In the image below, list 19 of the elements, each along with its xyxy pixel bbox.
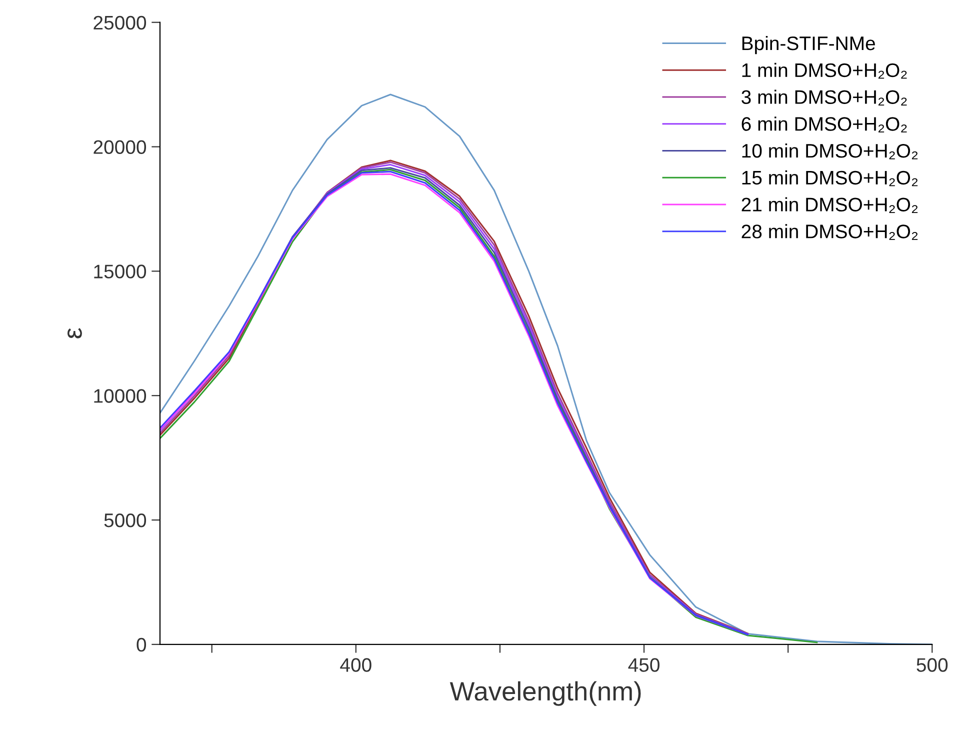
y-tick-label: 15000 xyxy=(94,264,146,278)
x-tick-label: 400 xyxy=(340,658,372,672)
y-tick-label: 25000 xyxy=(94,16,146,30)
legend-label: 28 min DMSO+H₂O₂ xyxy=(742,224,918,240)
x-tick-label: 500 xyxy=(916,658,948,672)
legend-label: 10 min DMSO+H₂O₂ xyxy=(742,143,918,160)
y-tick-label: 0 xyxy=(136,638,146,652)
y-tick-label: 5000 xyxy=(104,513,146,528)
x-axis-title: Wavelength(nm) xyxy=(450,681,641,706)
legend-label: 15 min DMSO+H₂O₂ xyxy=(742,170,918,186)
legend-label: 1 min DMSO+H₂O₂ xyxy=(742,62,907,79)
legend-label: Bpin-STIF-NMe xyxy=(742,36,875,54)
legend-label: 6 min DMSO+H₂O₂ xyxy=(742,116,907,132)
y-axis-title: ε xyxy=(67,328,82,338)
y-tick-label: 10000 xyxy=(94,389,146,403)
legend-label: 21 min DMSO+H₂O₂ xyxy=(742,197,918,213)
legend-label: 3 min DMSO+H₂O₂ xyxy=(742,90,907,106)
x-tick-label: 450 xyxy=(628,658,660,672)
y-tick-label: 20000 xyxy=(94,140,146,154)
